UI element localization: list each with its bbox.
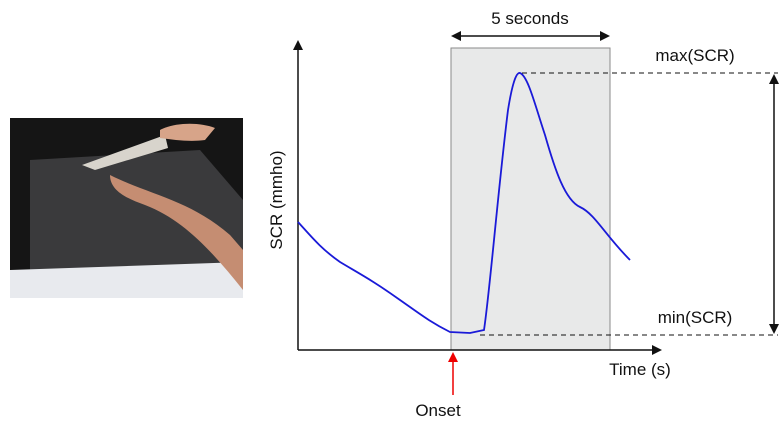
max-label: max(SCR)	[655, 46, 734, 65]
window-label: 5 seconds	[491, 9, 569, 28]
photo	[10, 118, 243, 298]
x-label: Time (s)	[609, 360, 671, 379]
min-label: min(SCR)	[658, 308, 733, 327]
scr-curve	[297, 72, 631, 334]
window	[450, 47, 611, 351]
onset-label: Onset	[415, 401, 461, 420]
y-label: SCR (mmho)	[267, 150, 286, 249]
